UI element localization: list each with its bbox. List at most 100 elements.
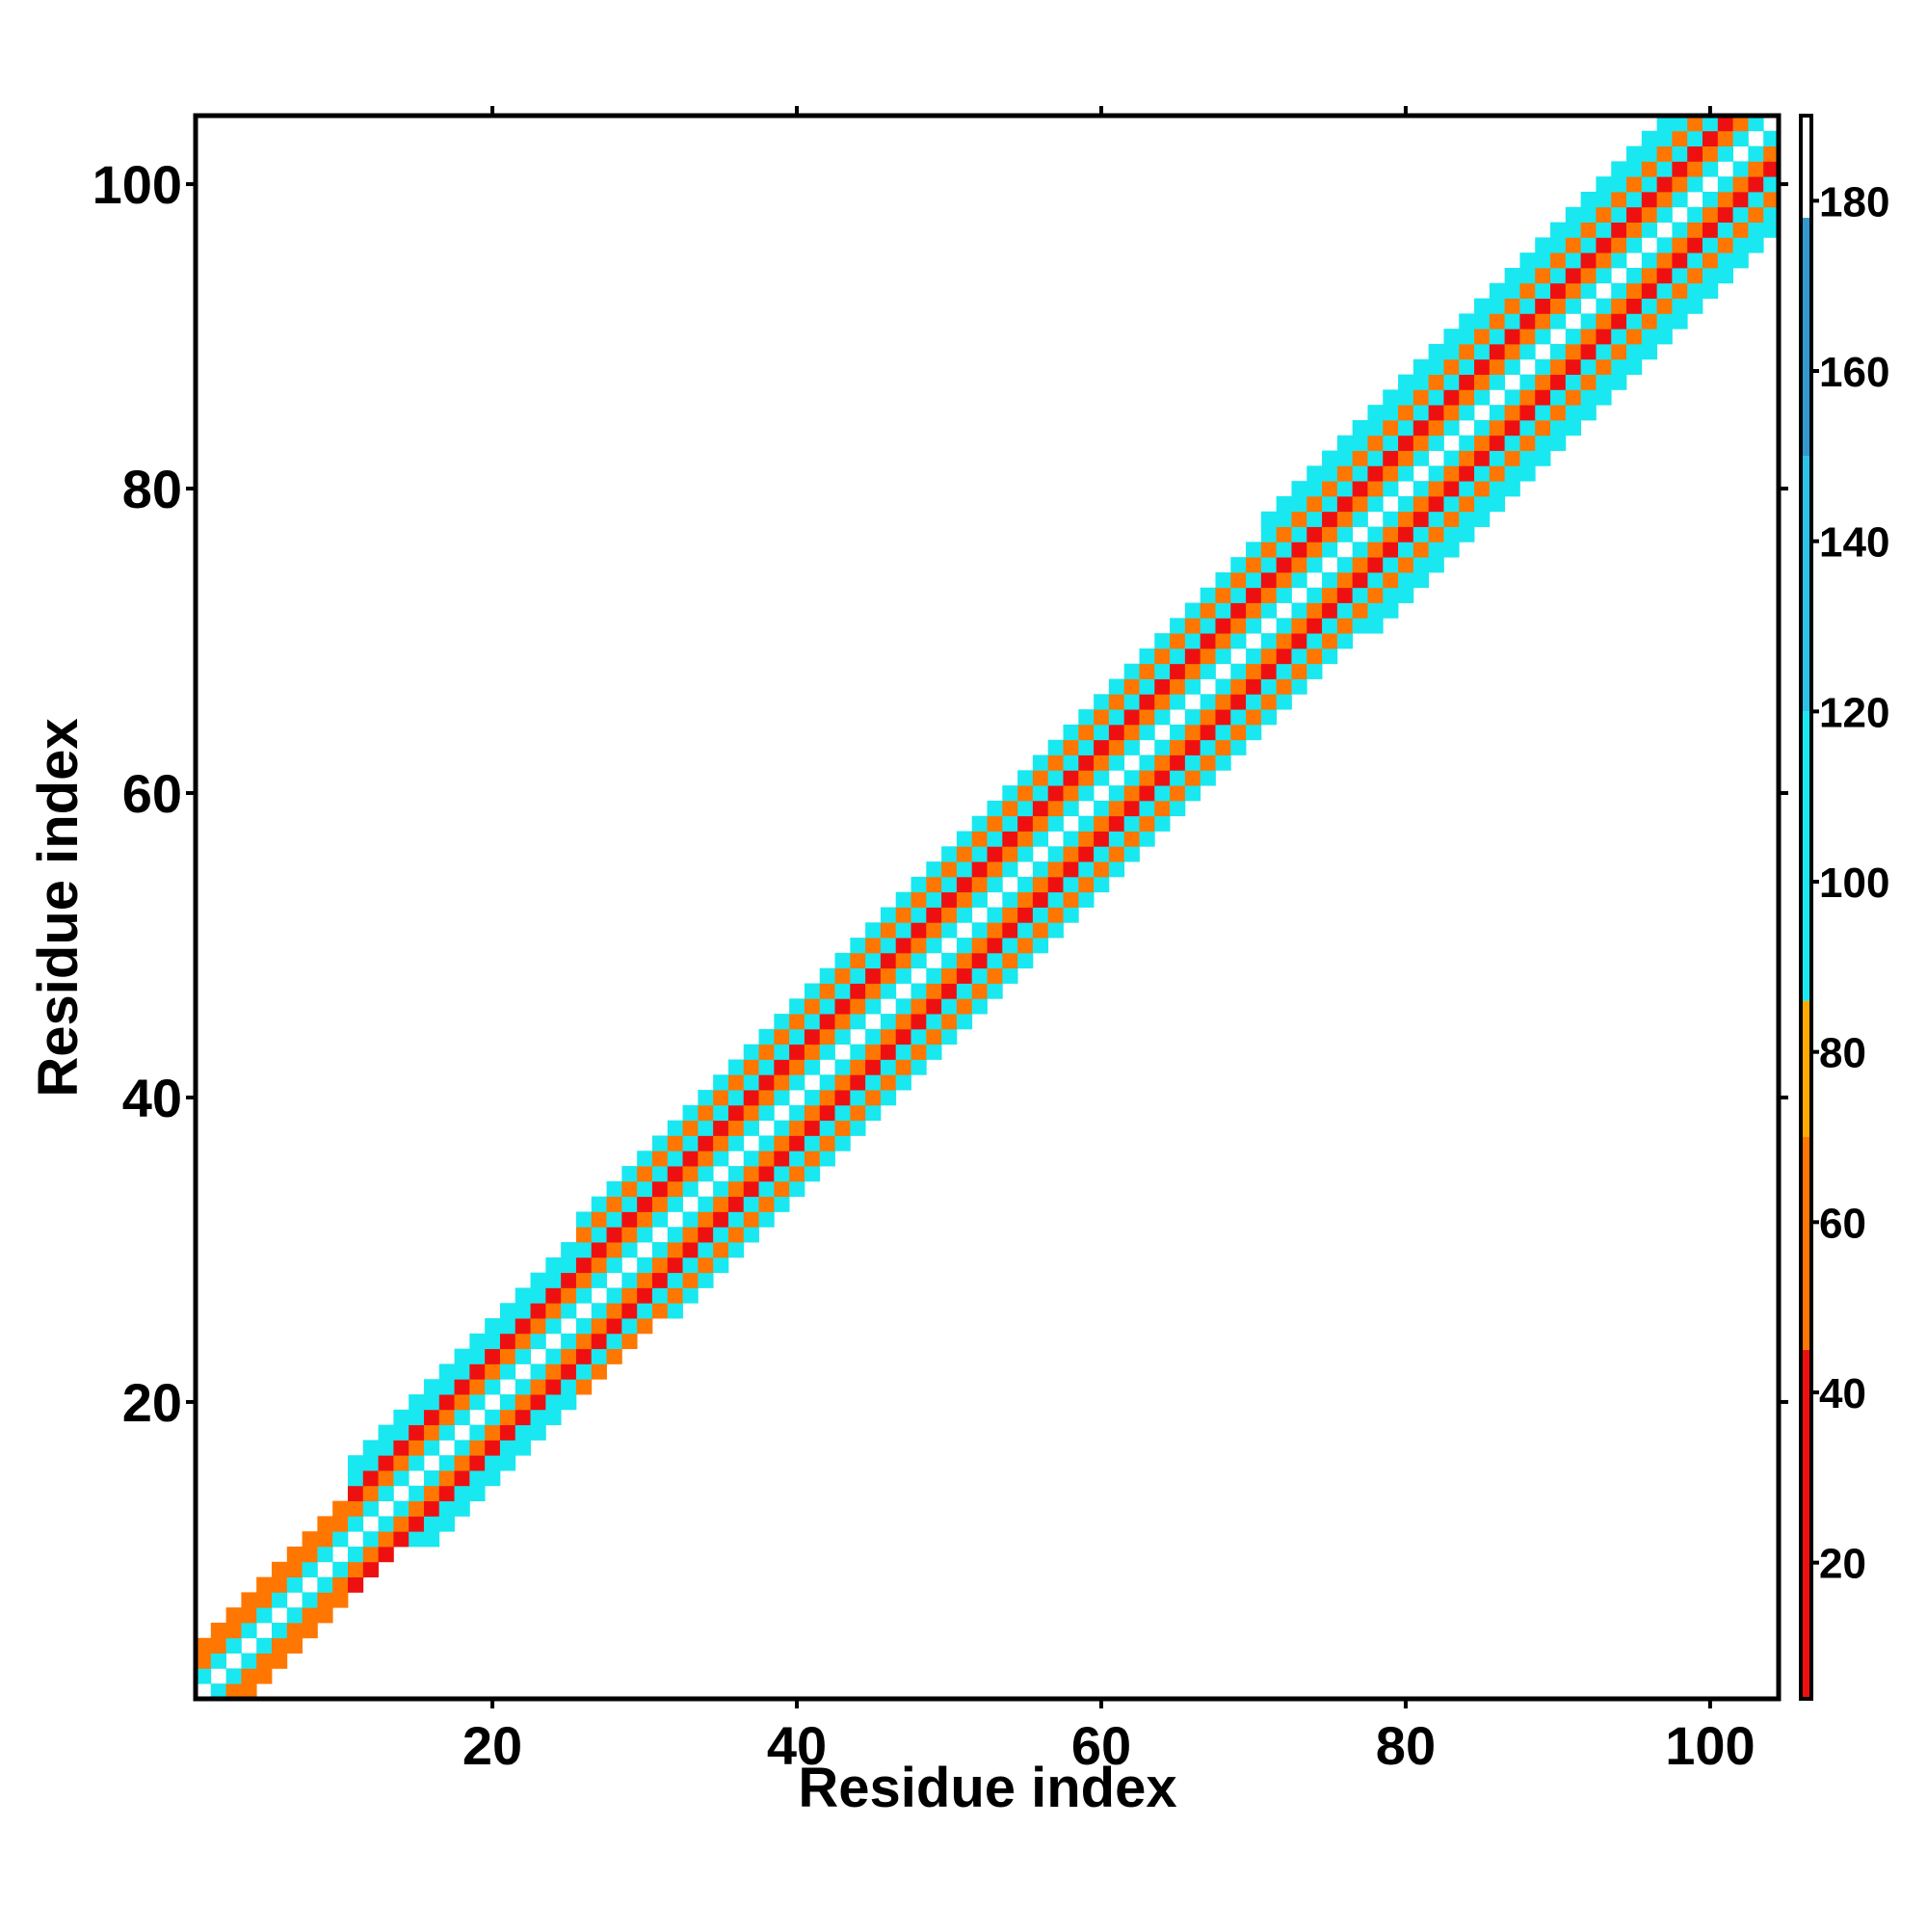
heatmap-cell (880, 1059, 897, 1075)
heatmap-cell (1672, 267, 1688, 284)
heatmap-cell (317, 1531, 333, 1548)
heatmap-cell (637, 1303, 653, 1319)
heatmap-cell (1565, 298, 1582, 314)
heatmap-cell (1246, 587, 1262, 603)
heatmap-cell (1139, 754, 1155, 771)
heatmap-cell (409, 1455, 425, 1471)
heatmap-cell (1412, 511, 1430, 527)
heatmap-cell (1641, 146, 1658, 162)
heatmap-cell (1200, 709, 1216, 726)
heatmap-cell (1154, 754, 1171, 771)
heatmap-cell (196, 1653, 212, 1669)
heatmap-cell (1703, 282, 1719, 299)
heatmap-cell (469, 1424, 486, 1441)
heatmap-cell (1535, 358, 1551, 375)
heatmap-cell (1565, 343, 1582, 360)
heatmap-cell (880, 983, 897, 999)
heatmap-cell (911, 1028, 927, 1045)
heatmap-cell (1139, 770, 1155, 786)
heatmap-cell (743, 1211, 759, 1228)
heatmap-cell (1535, 435, 1551, 451)
heatmap-cell (1641, 191, 1658, 208)
heatmap-cell (591, 1318, 607, 1335)
heatmap-cell (956, 998, 973, 1015)
heatmap-cell (850, 1014, 866, 1030)
heatmap-cell (1519, 313, 1536, 330)
heatmap-cell (1459, 358, 1475, 375)
heatmap-cell (911, 938, 927, 954)
heatmap-cell (1078, 770, 1095, 786)
heatmap-cell (1123, 739, 1140, 755)
heatmap-cell (1550, 419, 1567, 437)
heatmap-cell (1002, 938, 1018, 954)
heatmap-cell (1139, 648, 1155, 665)
heatmap-cell (1367, 542, 1384, 558)
heatmap-cell (302, 1592, 318, 1608)
heatmap-cell (667, 1120, 683, 1136)
heatmap-cell (591, 1303, 607, 1319)
heatmap-cell (956, 861, 973, 878)
heatmap-cell (1489, 495, 1506, 513)
heatmap-cell (1550, 313, 1567, 330)
heatmap-cell (1352, 557, 1368, 573)
heatmap-cell (561, 1394, 577, 1411)
heatmap-cell (1322, 633, 1338, 649)
heatmap-cell (1443, 374, 1460, 390)
heatmap-cell (1260, 633, 1278, 649)
heatmap-cell (1489, 313, 1506, 330)
heatmap-cell (485, 1379, 501, 1395)
heatmap-cell (1139, 678, 1155, 695)
heatmap-cell (438, 1485, 455, 1502)
colorbar-tick-label: 40 (1819, 1370, 1866, 1417)
heatmap-cell (1230, 724, 1247, 741)
heatmap-cell (1565, 282, 1582, 299)
heatmap-cell (987, 815, 1003, 832)
heatmap-cell (1276, 542, 1292, 558)
heatmap-cell (1215, 724, 1231, 741)
heatmap-cell (393, 1531, 409, 1548)
heatmap-cell (1732, 252, 1749, 269)
heatmap-cell (1184, 648, 1201, 665)
heatmap-cell (225, 1637, 242, 1654)
heatmap-cell (1703, 252, 1719, 269)
heatmap-cell (393, 1516, 409, 1532)
heatmap-cell (1154, 739, 1171, 755)
colorbar-tick-label: 120 (1819, 689, 1889, 736)
heatmap-cell (1063, 861, 1079, 878)
heatmap-cell (819, 1044, 835, 1060)
heatmap-cell (1336, 633, 1354, 649)
heatmap-cell (454, 1485, 470, 1502)
heatmap-cell (1580, 206, 1597, 223)
heatmap-cell (1032, 861, 1049, 878)
heatmap-cell (302, 1531, 318, 1548)
heatmap-cell (393, 1409, 409, 1426)
heatmap-cell (499, 1318, 516, 1335)
heatmap-cell (895, 1074, 911, 1091)
heatmap-cell (1383, 511, 1399, 527)
heatmap-cell (1215, 618, 1231, 634)
heatmap-cell (1703, 146, 1719, 162)
heatmap-cell (758, 1166, 775, 1182)
heatmap-cell (789, 998, 805, 1015)
heatmap-cell (1336, 587, 1354, 603)
heatmap-cell (1108, 846, 1125, 862)
heatmap-cell (1123, 663, 1140, 679)
heatmap-cell (926, 876, 942, 893)
heatmap-cell (485, 1318, 501, 1335)
heatmap-cell (651, 1303, 669, 1319)
heatmap-cell (1230, 618, 1247, 634)
heatmap-cell (393, 1424, 409, 1441)
heatmap-cell (1291, 633, 1307, 649)
heatmap-cell (971, 861, 988, 878)
y-tick-label: 40 (122, 1068, 182, 1128)
heatmap-cell (1550, 252, 1567, 269)
heatmap-cell (409, 1440, 425, 1456)
heatmap-cell (1383, 571, 1399, 589)
heatmap-cell (1123, 678, 1140, 695)
heatmap-cell (1459, 511, 1475, 527)
heatmap-cell (1336, 618, 1354, 634)
heatmap-cell (682, 1211, 699, 1228)
heatmap-cell (743, 1166, 759, 1182)
heatmap-cell (1184, 754, 1201, 771)
heatmap-cell (409, 1394, 425, 1411)
